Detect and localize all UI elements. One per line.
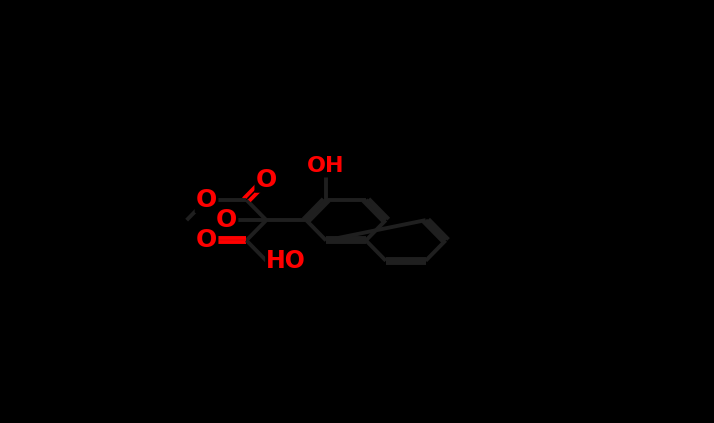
Text: OH: OH bbox=[307, 157, 345, 176]
Text: O: O bbox=[196, 188, 217, 212]
Text: O: O bbox=[216, 208, 237, 232]
Text: HO: HO bbox=[266, 249, 306, 273]
Text: O: O bbox=[256, 168, 277, 192]
Text: O: O bbox=[196, 228, 217, 253]
